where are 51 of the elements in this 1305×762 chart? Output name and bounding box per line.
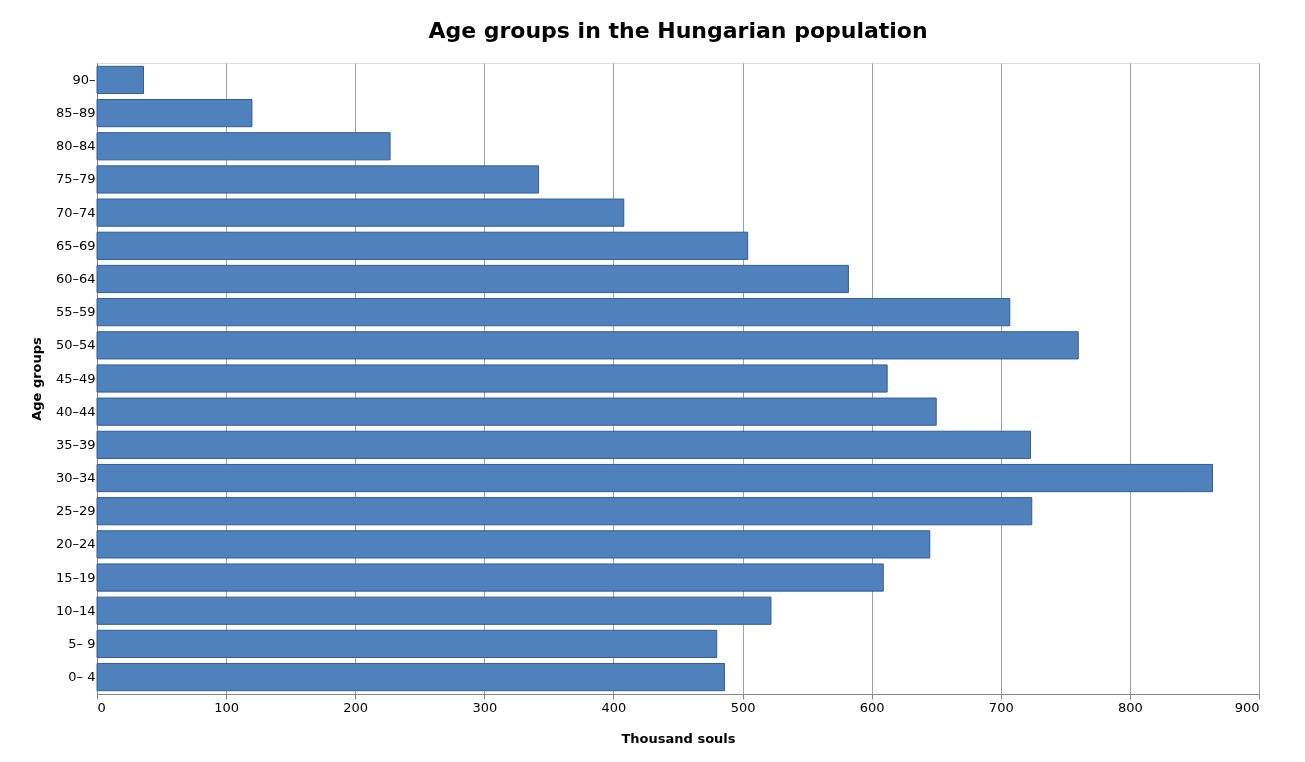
- y-tick-label: 85–89: [55, 105, 96, 121]
- y-tick-label: 0– 4: [68, 669, 96, 685]
- bar: [96, 530, 931, 559]
- bar: [96, 65, 144, 95]
- x-tick-label: 200: [343, 699, 369, 715]
- x-tick-label: 600: [859, 699, 885, 715]
- y-tick-label: 40–44: [55, 403, 96, 419]
- bar: [96, 430, 1031, 459]
- y-tick-label: 10–14: [55, 602, 96, 618]
- x-tick-label: 400: [601, 699, 627, 715]
- x-tick-label: 800: [1117, 699, 1143, 715]
- bar: [96, 497, 1033, 526]
- bar: [96, 463, 1214, 493]
- bar: [96, 264, 849, 294]
- y-tick-label: 35–39: [55, 436, 96, 452]
- y-tick-label: 20–24: [55, 536, 96, 552]
- x-axis-title: Thousand souls: [621, 730, 736, 746]
- x-tick-label: 900: [1234, 699, 1260, 715]
- y-tick-label: 30–34: [55, 470, 96, 486]
- bar: [96, 364, 888, 393]
- x-tick-label: 300: [472, 699, 498, 715]
- bar: [96, 331, 1079, 360]
- bar: [96, 662, 725, 692]
- bar: [96, 596, 772, 625]
- bar: [96, 397, 937, 426]
- bar: [96, 132, 391, 161]
- y-tick-label: 60–64: [55, 270, 96, 286]
- bar: [96, 98, 253, 128]
- x-tick-label: 0: [97, 699, 106, 715]
- y-tick-label: 65–69: [55, 237, 96, 253]
- bar: [96, 563, 884, 592]
- y-tick-label: 25–29: [55, 503, 96, 519]
- bar: [96, 629, 718, 659]
- bar: [96, 298, 1011, 327]
- y-tick-label: 55–59: [55, 304, 96, 320]
- y-tick-label: 75–79: [55, 171, 96, 187]
- y-tick-label: 80–84: [55, 138, 96, 154]
- bar: [96, 231, 749, 260]
- y-tick-label: 50–54: [55, 337, 96, 353]
- x-tick-label: 700: [988, 699, 1014, 715]
- bar: [96, 165, 540, 194]
- bar: [96, 198, 625, 227]
- x-tick-label: 100: [214, 699, 240, 715]
- y-tick-label: 5– 9: [68, 635, 96, 651]
- y-tick-label: 90–: [72, 71, 96, 87]
- y-axis-title: Age groups: [28, 336, 44, 421]
- y-tick-label: 45–49: [55, 370, 96, 386]
- x-tick-label: 500: [730, 699, 756, 715]
- y-tick-label: 70–74: [55, 204, 96, 220]
- y-tick-label: 15–19: [55, 569, 96, 585]
- chart-title: Age groups in the Hungarian population: [428, 18, 928, 43]
